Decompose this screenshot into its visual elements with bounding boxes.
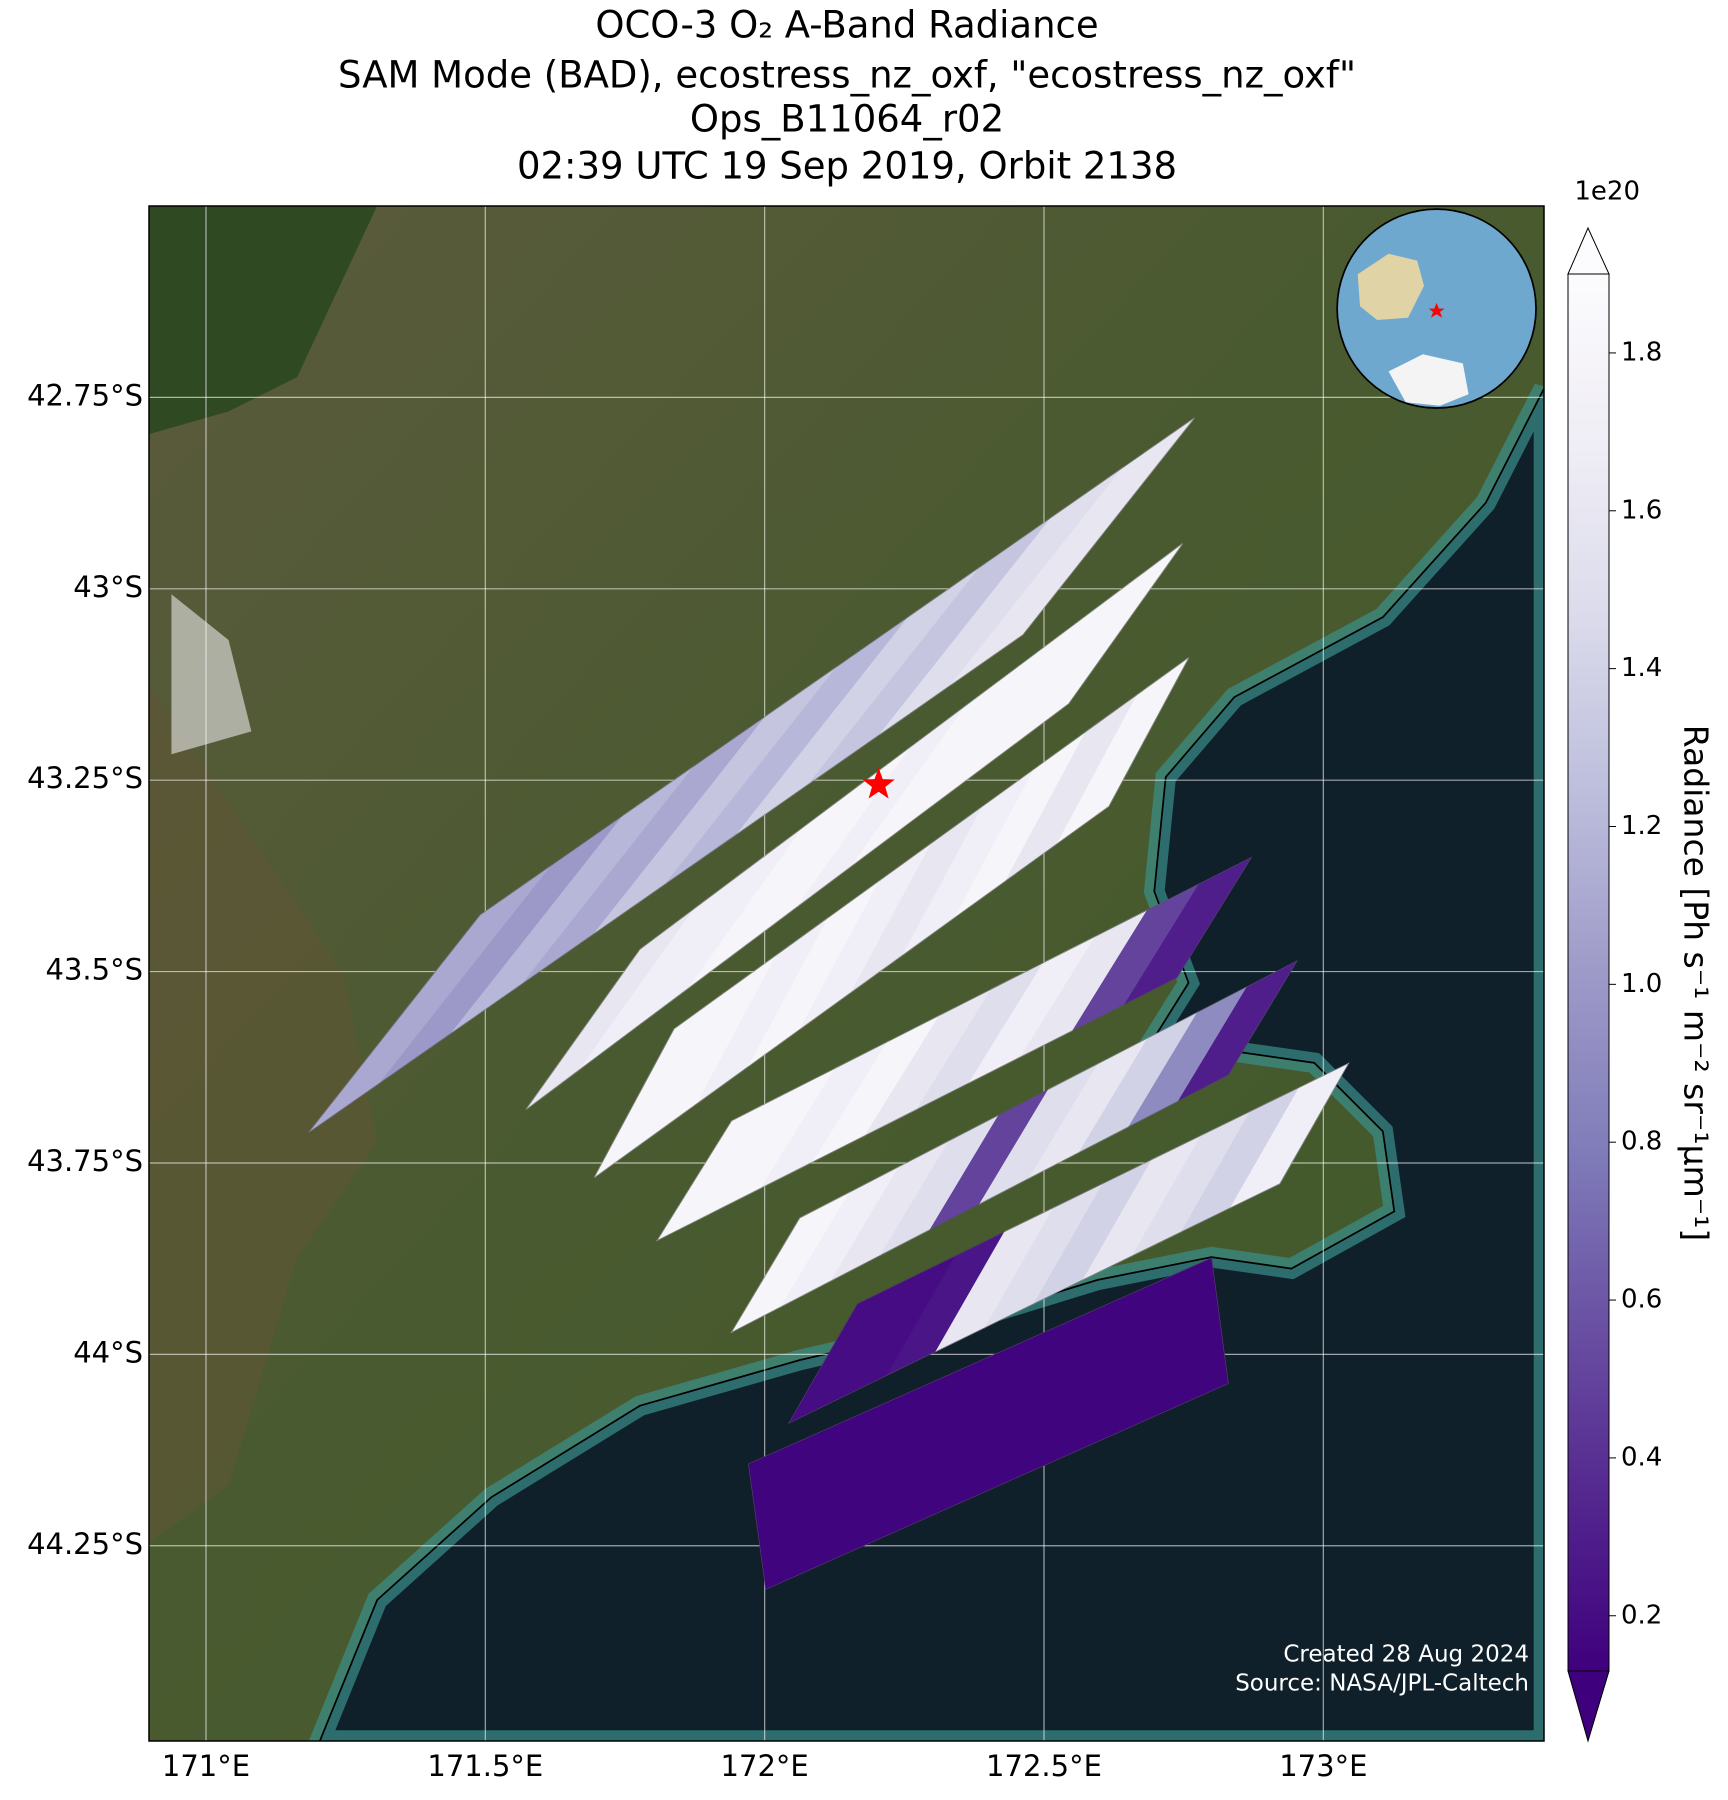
colorbar-tick-label: 0.6 [1621, 1285, 1662, 1315]
y-tick-label: 43.75°S [27, 1144, 143, 1178]
y-tick-label: 43.5°S [46, 953, 143, 987]
x-tick-label: 171.5°E [427, 1749, 543, 1783]
australia [1357, 253, 1424, 320]
colorbar-tick-label: 1.2 [1621, 811, 1662, 841]
y-tick-label: 44°S [73, 1335, 143, 1369]
globe-star [1428, 302, 1445, 318]
swath-outline [656, 856, 1252, 1241]
title-line: SAM Mode (BAD), ecostress_nz_oxf, "ecost… [338, 54, 1356, 97]
x-tick-label: 171°E [162, 1749, 250, 1783]
title-line: Ops_B11064_r02 [690, 98, 1004, 141]
x-tick-label: 172°E [721, 1749, 809, 1783]
snow [171, 594, 252, 755]
title-line: OCO-3 O₂ A-Band Radiance [595, 4, 1098, 47]
swath-outline [731, 960, 1298, 1333]
globe-inset [1336, 208, 1537, 409]
y-tick-label: 43°S [73, 570, 143, 604]
title: OCO-3 O₂ A-Band Radiance SAM Mode (BAD),… [338, 4, 1356, 188]
colorbar-tick-label: 0.8 [1621, 1127, 1662, 1157]
colorbar-extend [1567, 226, 1610, 275]
colorbar-exponent: 1e20 [1574, 177, 1640, 207]
colorbar-tick-label: 1.8 [1621, 337, 1662, 367]
swath-outline [788, 1062, 1350, 1424]
antarctica [1388, 354, 1469, 406]
colorbar-label: Radiance [Ph s⁻¹ m⁻² sr⁻¹μm⁻¹] [1677, 725, 1716, 1241]
x-tick-label: 172.5°E [986, 1749, 1102, 1783]
ticks: 171°E 171.5°E 172°E 172.5°E 173°E 42.75°S 43°S… [27, 378, 1367, 1783]
note: Created 28 Aug 2024 [1283, 1642, 1529, 1668]
site-marker [862, 767, 895, 799]
colorbar-tick-label: 0.2 [1621, 1600, 1662, 1630]
x-tick-label: 173°E [1279, 1749, 1367, 1783]
swaths [308, 417, 1350, 1590]
colorbar-extend [1567, 1670, 1610, 1743]
colorbar-tick-label: 1.4 [1621, 653, 1662, 683]
swath-outline [308, 417, 1195, 1133]
colorbar-tick-label: 1.0 [1621, 969, 1662, 999]
title-line: 02:39 UTC 19 Sep 2019, Orbit 2138 [517, 145, 1177, 188]
y-tick-label: 44.25°S [27, 1527, 143, 1561]
coastline [319, 388, 1544, 1741]
map-frame [148, 205, 1545, 1742]
swath-outline [594, 657, 1189, 1178]
note: Source: NASA/JPL-Caltech [1235, 1671, 1529, 1697]
swath-outline [748, 1257, 1229, 1590]
colorbar-tick-label: 0.4 [1621, 1442, 1662, 1472]
y-tick-label: 43.25°S [27, 761, 143, 795]
colorbar-scale [1567, 273, 1610, 1672]
colorbar: 1e20 Radiance [Ph s⁻¹ m⁻² sr⁻¹μm⁻¹] 0.2 0… [1567, 177, 1716, 1743]
colorbar-tick-label: 1.6 [1621, 495, 1662, 525]
y-tick-label: 42.75°S [27, 378, 143, 412]
swath-outline [525, 543, 1183, 1110]
